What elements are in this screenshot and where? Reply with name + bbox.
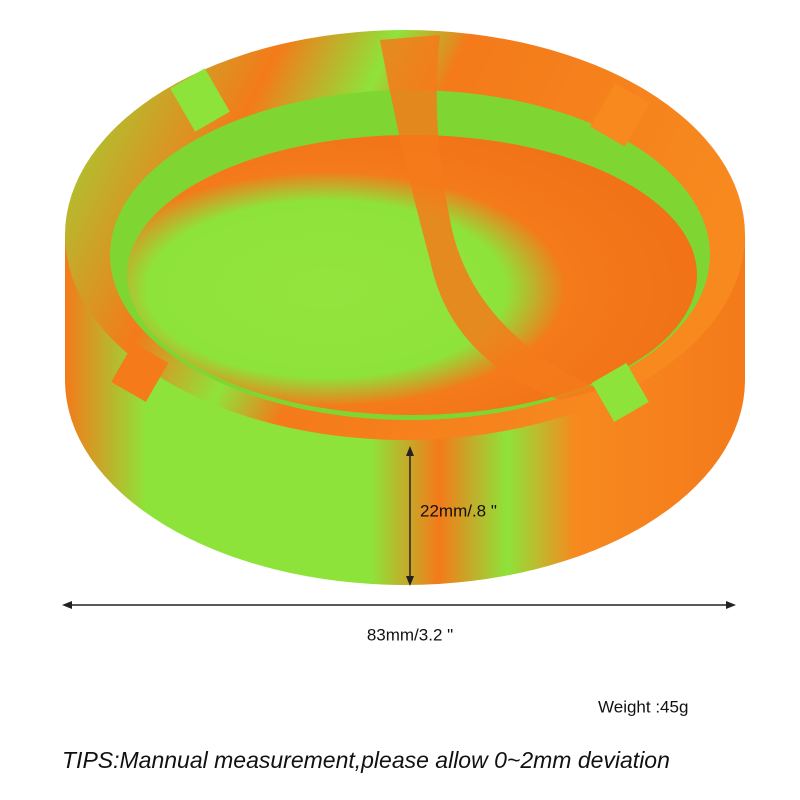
- weight-label: Weight :45g: [598, 697, 688, 716]
- width-label: 83mm/3.2 ": [367, 625, 453, 644]
- tips-text: TIPS:Mannual measurement,please allow 0~…: [62, 747, 670, 773]
- width-arrow: [62, 601, 736, 609]
- ashtray: [65, 30, 745, 585]
- height-label: 22mm/.8 ": [420, 501, 497, 520]
- height-arrow: [406, 446, 414, 586]
